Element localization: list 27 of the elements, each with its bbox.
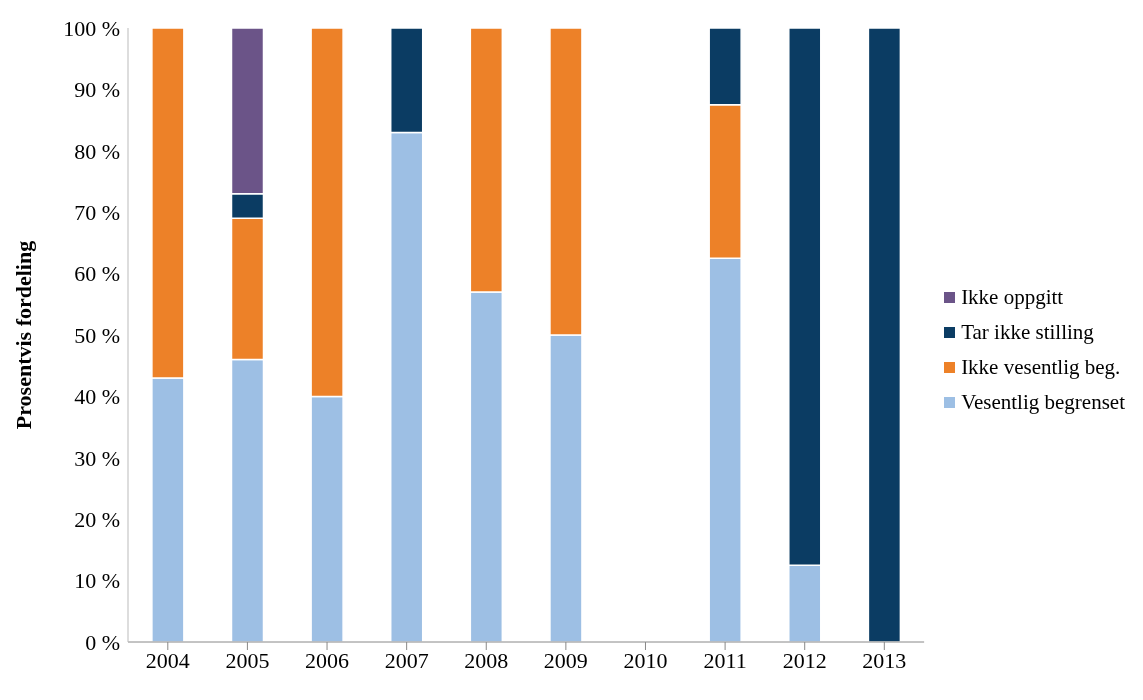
y-tick-label: 20 % [74, 507, 120, 533]
x-tick-label: 2012 [782, 647, 827, 673]
legend-label: Ikke vesentlig beg. [961, 355, 1121, 380]
x-tick-label: 2009 [543, 647, 588, 673]
legend-label: Tar ikke stilling [961, 320, 1094, 345]
y-tick-label: 70 % [74, 200, 120, 226]
bar [867, 28, 902, 642]
x-tick-label: 2006 [305, 647, 350, 673]
y-tick-label: 100 % [63, 15, 120, 41]
y-axis-title: Prosentvis fordeling [10, 240, 36, 430]
y-tick-label: 60 % [74, 261, 120, 287]
x-tick-label: 2008 [464, 647, 509, 673]
legend-label: Vesentlig begrenset [961, 390, 1125, 415]
legend-label: Ikke oppgitt [961, 285, 1064, 310]
y-tick-label: 10 % [74, 568, 120, 594]
x-tick-label: 2005 [225, 647, 270, 673]
y-tick-label: 40 % [74, 384, 120, 410]
y-tick-label: 90 % [74, 77, 120, 103]
x-tick-label: 2011 [703, 647, 747, 673]
x-tick-label: 2013 [862, 647, 907, 673]
y-tick-label: 80 % [74, 138, 120, 164]
x-tick-label: 2010 [623, 647, 668, 673]
x-tick-label: 2007 [384, 647, 429, 673]
y-tick-label: 0 % [85, 629, 120, 655]
x-tick-label: 2004 [145, 647, 190, 673]
y-tick-label: 30 % [74, 445, 120, 471]
y-tick-label: 50 % [74, 322, 120, 348]
